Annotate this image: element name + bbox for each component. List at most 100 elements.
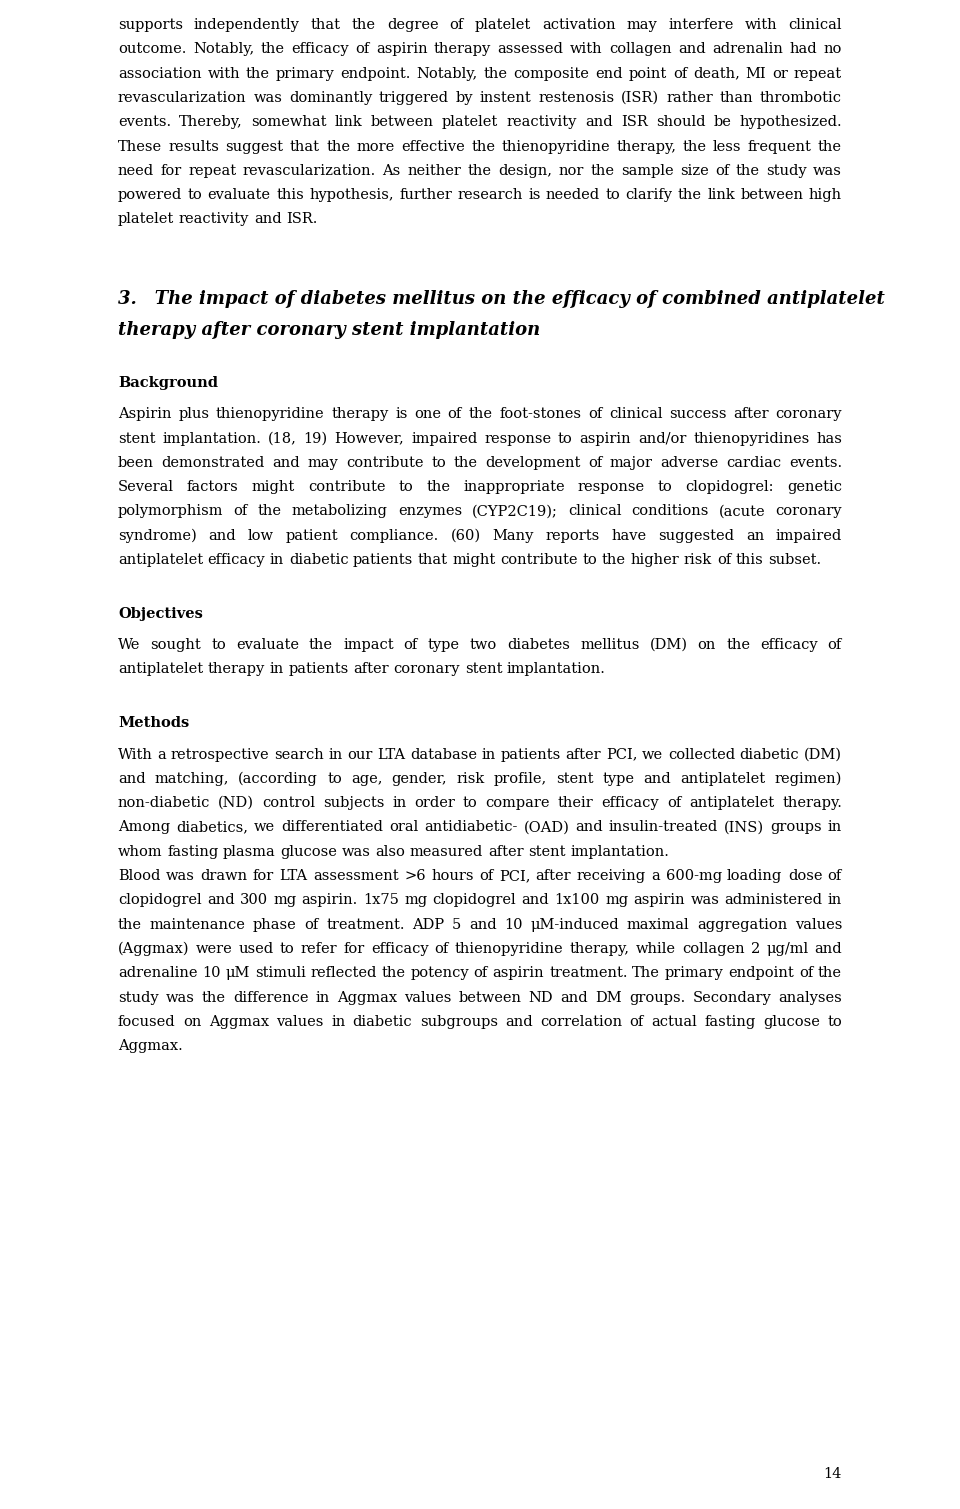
Text: in: in xyxy=(393,797,406,810)
Text: the: the xyxy=(326,139,350,154)
Text: was: was xyxy=(690,893,719,907)
Text: μg/ml: μg/ml xyxy=(766,942,808,957)
Text: size: size xyxy=(680,164,708,178)
Text: plasma: plasma xyxy=(223,845,276,859)
Text: of: of xyxy=(355,42,370,56)
Text: the: the xyxy=(426,480,450,493)
Text: and: and xyxy=(118,771,146,786)
Text: coronary: coronary xyxy=(394,662,460,676)
Text: after: after xyxy=(488,845,523,859)
Text: death,: death, xyxy=(693,66,740,80)
Text: activation: activation xyxy=(542,18,615,32)
Text: was: was xyxy=(166,869,195,883)
Text: focused: focused xyxy=(118,1016,176,1029)
Text: analyses: analyses xyxy=(779,990,842,1005)
Text: evaluate: evaluate xyxy=(207,189,271,202)
Text: the: the xyxy=(202,990,226,1005)
Text: the: the xyxy=(726,638,750,652)
Text: values: values xyxy=(276,1016,324,1029)
Text: potency: potency xyxy=(410,966,468,981)
Text: by: by xyxy=(456,91,473,106)
Text: of: of xyxy=(404,638,418,652)
Text: whom: whom xyxy=(118,845,162,859)
Text: in: in xyxy=(316,990,329,1005)
Text: drawn: drawn xyxy=(200,869,248,883)
Text: diabetes: diabetes xyxy=(507,638,570,652)
Text: fasting: fasting xyxy=(705,1016,756,1029)
Text: between: between xyxy=(459,990,521,1005)
Text: instent: instent xyxy=(480,91,532,106)
Text: glucose: glucose xyxy=(763,1016,820,1029)
Text: effective: effective xyxy=(401,139,465,154)
Text: to: to xyxy=(211,638,226,652)
Text: the: the xyxy=(590,164,614,178)
Text: to: to xyxy=(658,480,673,493)
Text: therapy: therapy xyxy=(331,407,389,421)
Text: (DM): (DM) xyxy=(804,747,842,762)
Text: revascularization: revascularization xyxy=(118,91,247,106)
Text: dose: dose xyxy=(788,869,823,883)
Text: was: was xyxy=(342,845,371,859)
Text: Many: Many xyxy=(492,528,534,543)
Text: thienopyridine: thienopyridine xyxy=(455,942,564,957)
Text: antiplatelet: antiplatelet xyxy=(118,554,204,567)
Text: and/or: and/or xyxy=(638,432,686,445)
Text: 1x75: 1x75 xyxy=(363,893,399,907)
Text: had: had xyxy=(789,42,817,56)
Text: to: to xyxy=(583,554,597,567)
Text: ISR: ISR xyxy=(621,115,647,130)
Text: efficacy: efficacy xyxy=(291,42,348,56)
Text: 10: 10 xyxy=(203,966,221,981)
Text: of: of xyxy=(435,942,449,957)
Text: diabetics,: diabetics, xyxy=(176,821,248,834)
Text: after: after xyxy=(353,662,389,676)
Text: control: control xyxy=(262,797,315,810)
Text: subjects: subjects xyxy=(323,797,384,810)
Text: receiving: receiving xyxy=(577,869,646,883)
Text: aspirin: aspirin xyxy=(375,42,427,56)
Text: dominantly: dominantly xyxy=(289,91,372,106)
Text: link: link xyxy=(708,189,735,202)
Text: therapy: therapy xyxy=(207,662,265,676)
Text: study: study xyxy=(766,164,806,178)
Text: thienopyridine: thienopyridine xyxy=(216,407,324,421)
Text: further: further xyxy=(399,189,452,202)
Text: with: with xyxy=(207,66,240,80)
Text: mg: mg xyxy=(274,893,297,907)
Text: risk: risk xyxy=(456,771,485,786)
Text: may: may xyxy=(307,456,338,469)
Text: our: our xyxy=(348,747,372,762)
Text: to: to xyxy=(327,771,342,786)
Text: no: no xyxy=(824,42,842,56)
Text: of: of xyxy=(449,18,464,32)
Text: compliance.: compliance. xyxy=(349,528,439,543)
Text: between: between xyxy=(371,115,434,130)
Text: link: link xyxy=(335,115,363,130)
Text: to: to xyxy=(398,480,413,493)
Text: enzymes: enzymes xyxy=(397,504,462,519)
Text: might: might xyxy=(452,554,496,567)
Text: after: after xyxy=(565,747,601,762)
Text: the: the xyxy=(602,554,626,567)
Text: phase: phase xyxy=(253,917,297,931)
Text: ADP: ADP xyxy=(413,917,444,931)
Text: endpoint: endpoint xyxy=(729,966,794,981)
Text: Notably,: Notably, xyxy=(193,42,254,56)
Text: maintenance: maintenance xyxy=(150,917,246,931)
Text: hypothesized.: hypothesized. xyxy=(739,115,842,130)
Text: of: of xyxy=(673,66,687,80)
Text: reports: reports xyxy=(545,528,600,543)
Text: mg: mg xyxy=(605,893,628,907)
Text: contribute: contribute xyxy=(346,456,423,469)
Text: reflected: reflected xyxy=(310,966,376,981)
Text: hours: hours xyxy=(431,869,473,883)
Text: in: in xyxy=(328,747,343,762)
Text: the: the xyxy=(246,66,270,80)
Text: (according: (according xyxy=(238,771,318,786)
Text: gender,: gender, xyxy=(392,771,447,786)
Text: (OAD): (OAD) xyxy=(523,821,569,834)
Text: maximal: maximal xyxy=(627,917,689,931)
Text: point: point xyxy=(629,66,667,80)
Text: clopidogrel: clopidogrel xyxy=(433,893,516,907)
Text: platelet: platelet xyxy=(442,115,498,130)
